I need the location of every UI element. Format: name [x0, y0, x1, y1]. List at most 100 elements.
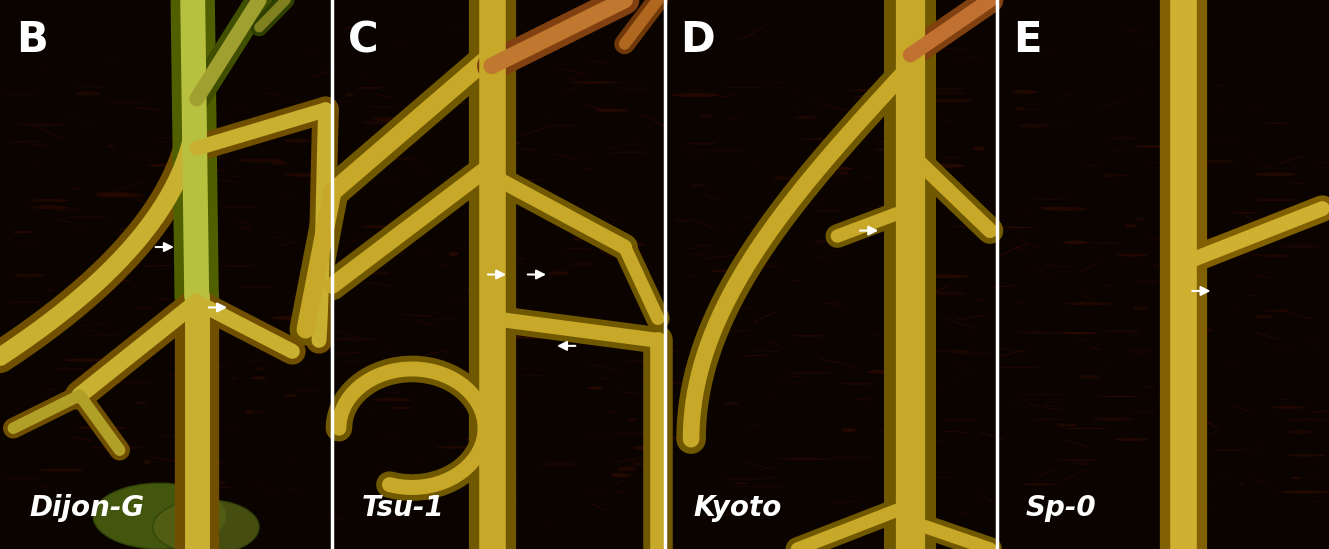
- Ellipse shape: [284, 394, 298, 397]
- Ellipse shape: [1096, 396, 1140, 397]
- Ellipse shape: [153, 500, 259, 549]
- Ellipse shape: [1160, 189, 1207, 191]
- Ellipse shape: [570, 262, 597, 266]
- Ellipse shape: [1062, 240, 1088, 244]
- Ellipse shape: [92, 279, 132, 282]
- Ellipse shape: [304, 322, 328, 326]
- Ellipse shape: [668, 382, 700, 385]
- Ellipse shape: [860, 108, 901, 109]
- Ellipse shape: [1264, 122, 1290, 124]
- Ellipse shape: [205, 486, 235, 488]
- Ellipse shape: [1124, 225, 1136, 227]
- Ellipse shape: [549, 270, 566, 272]
- Ellipse shape: [905, 455, 932, 460]
- Ellipse shape: [1275, 399, 1292, 400]
- Ellipse shape: [874, 148, 914, 151]
- Ellipse shape: [1170, 423, 1209, 427]
- Ellipse shape: [1059, 458, 1096, 462]
- Ellipse shape: [910, 350, 949, 352]
- Text: Kyoto: Kyoto: [694, 494, 781, 522]
- Ellipse shape: [249, 125, 271, 126]
- Ellipse shape: [863, 396, 870, 400]
- Ellipse shape: [867, 369, 916, 374]
- Ellipse shape: [377, 158, 415, 160]
- Ellipse shape: [1278, 244, 1324, 248]
- Ellipse shape: [680, 248, 698, 249]
- Ellipse shape: [1211, 449, 1244, 451]
- Ellipse shape: [605, 334, 637, 338]
- Ellipse shape: [29, 199, 70, 202]
- Ellipse shape: [474, 408, 498, 411]
- Ellipse shape: [856, 208, 902, 210]
- Ellipse shape: [118, 228, 146, 231]
- Ellipse shape: [710, 329, 752, 333]
- Ellipse shape: [591, 332, 635, 334]
- Ellipse shape: [346, 93, 354, 97]
- Ellipse shape: [466, 369, 508, 371]
- Ellipse shape: [893, 289, 904, 290]
- Ellipse shape: [474, 238, 494, 239]
- Ellipse shape: [373, 376, 396, 379]
- Ellipse shape: [437, 303, 478, 304]
- Ellipse shape: [1134, 306, 1147, 310]
- Ellipse shape: [360, 87, 384, 89]
- Ellipse shape: [93, 483, 226, 549]
- Ellipse shape: [238, 411, 268, 413]
- Ellipse shape: [76, 92, 100, 96]
- Ellipse shape: [202, 457, 217, 462]
- Ellipse shape: [1019, 124, 1051, 127]
- Ellipse shape: [1134, 218, 1146, 221]
- Ellipse shape: [1082, 165, 1103, 167]
- Ellipse shape: [789, 335, 828, 337]
- Ellipse shape: [1288, 455, 1325, 457]
- Ellipse shape: [118, 182, 126, 183]
- Ellipse shape: [777, 458, 831, 460]
- Ellipse shape: [363, 121, 392, 124]
- Ellipse shape: [162, 209, 199, 210]
- Ellipse shape: [194, 85, 207, 88]
- Ellipse shape: [448, 251, 459, 256]
- Ellipse shape: [870, 354, 910, 355]
- Ellipse shape: [221, 265, 256, 267]
- Ellipse shape: [773, 382, 811, 384]
- Ellipse shape: [626, 361, 670, 362]
- Ellipse shape: [482, 489, 510, 490]
- Ellipse shape: [694, 149, 747, 152]
- Ellipse shape: [1233, 198, 1284, 199]
- Text: Dijon-G: Dijon-G: [29, 494, 145, 522]
- Ellipse shape: [276, 100, 326, 102]
- Ellipse shape: [144, 460, 152, 464]
- Ellipse shape: [716, 373, 764, 374]
- Ellipse shape: [1026, 199, 1075, 200]
- Ellipse shape: [429, 318, 460, 320]
- Ellipse shape: [383, 364, 401, 367]
- Ellipse shape: [813, 239, 828, 244]
- Ellipse shape: [1039, 207, 1065, 209]
- Ellipse shape: [437, 87, 472, 88]
- Ellipse shape: [470, 89, 501, 92]
- Ellipse shape: [197, 232, 206, 233]
- Ellipse shape: [218, 325, 233, 326]
- Ellipse shape: [924, 88, 966, 90]
- Ellipse shape: [926, 99, 973, 103]
- Ellipse shape: [266, 237, 288, 238]
- Ellipse shape: [627, 418, 637, 421]
- Ellipse shape: [610, 432, 661, 435]
- Ellipse shape: [900, 306, 930, 309]
- Ellipse shape: [841, 428, 856, 432]
- Ellipse shape: [373, 117, 417, 121]
- Ellipse shape: [239, 286, 272, 288]
- Ellipse shape: [231, 176, 241, 177]
- Ellipse shape: [989, 227, 1037, 228]
- Ellipse shape: [897, 395, 909, 397]
- Ellipse shape: [776, 197, 797, 199]
- Ellipse shape: [148, 164, 185, 167]
- Ellipse shape: [524, 206, 552, 209]
- Ellipse shape: [999, 367, 1039, 368]
- Ellipse shape: [1232, 212, 1260, 214]
- Ellipse shape: [595, 109, 629, 112]
- Ellipse shape: [603, 152, 655, 153]
- Ellipse shape: [134, 402, 148, 404]
- Ellipse shape: [611, 473, 631, 478]
- Ellipse shape: [436, 446, 474, 449]
